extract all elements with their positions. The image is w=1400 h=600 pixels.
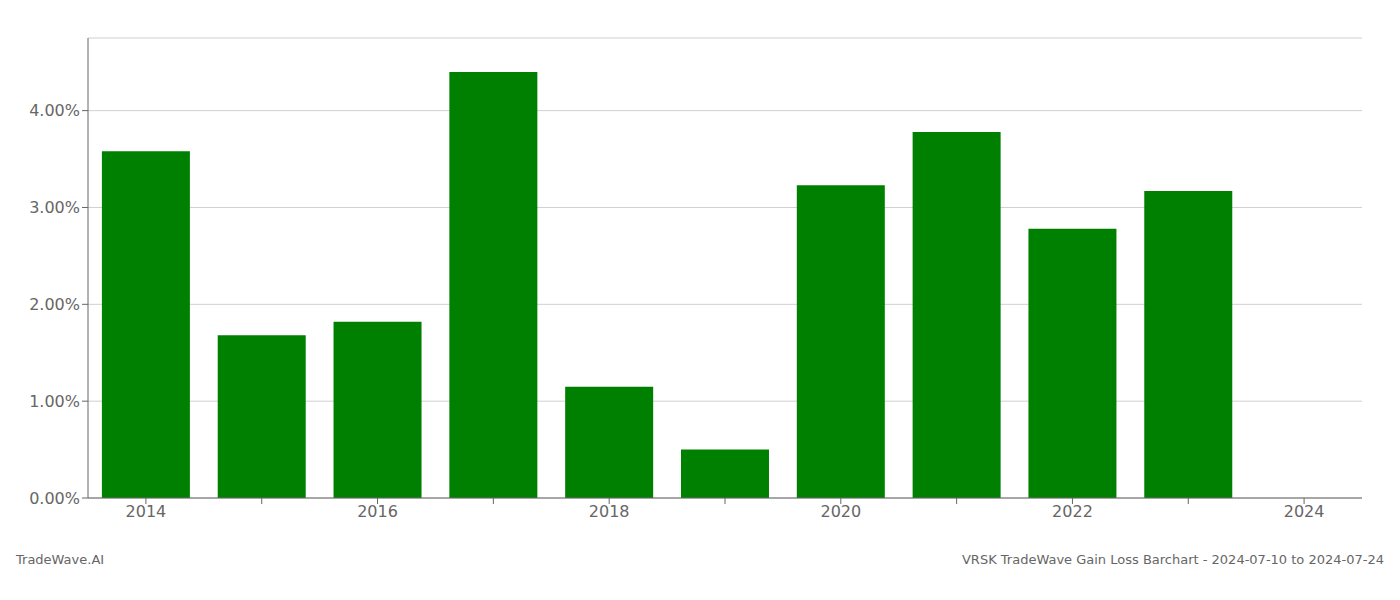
- svg-text:2016: 2016: [357, 502, 398, 521]
- svg-text:2014: 2014: [126, 502, 167, 521]
- svg-text:2022: 2022: [1052, 502, 1093, 521]
- svg-text:2.00%: 2.00%: [29, 295, 80, 314]
- svg-text:2018: 2018: [589, 502, 630, 521]
- svg-text:2024: 2024: [1284, 502, 1325, 521]
- html-text:VRSK TradeWave Gain Loss Barch: VRSK TradeWave Gain Loss Barchart - 2024…: [962, 552, 1384, 567]
- svg-text:3.00%: 3.00%: [29, 198, 80, 217]
- html-text:TradeWave.AI: TradeWave.AI: [16, 552, 105, 567]
- svg-text:2020: 2020: [820, 502, 861, 521]
- svg-text:4.00%: 4.00%: [29, 101, 80, 120]
- svg-text:1.00%: 1.00%: [29, 392, 80, 411]
- svg-text:0.00%: 0.00%: [29, 489, 80, 508]
